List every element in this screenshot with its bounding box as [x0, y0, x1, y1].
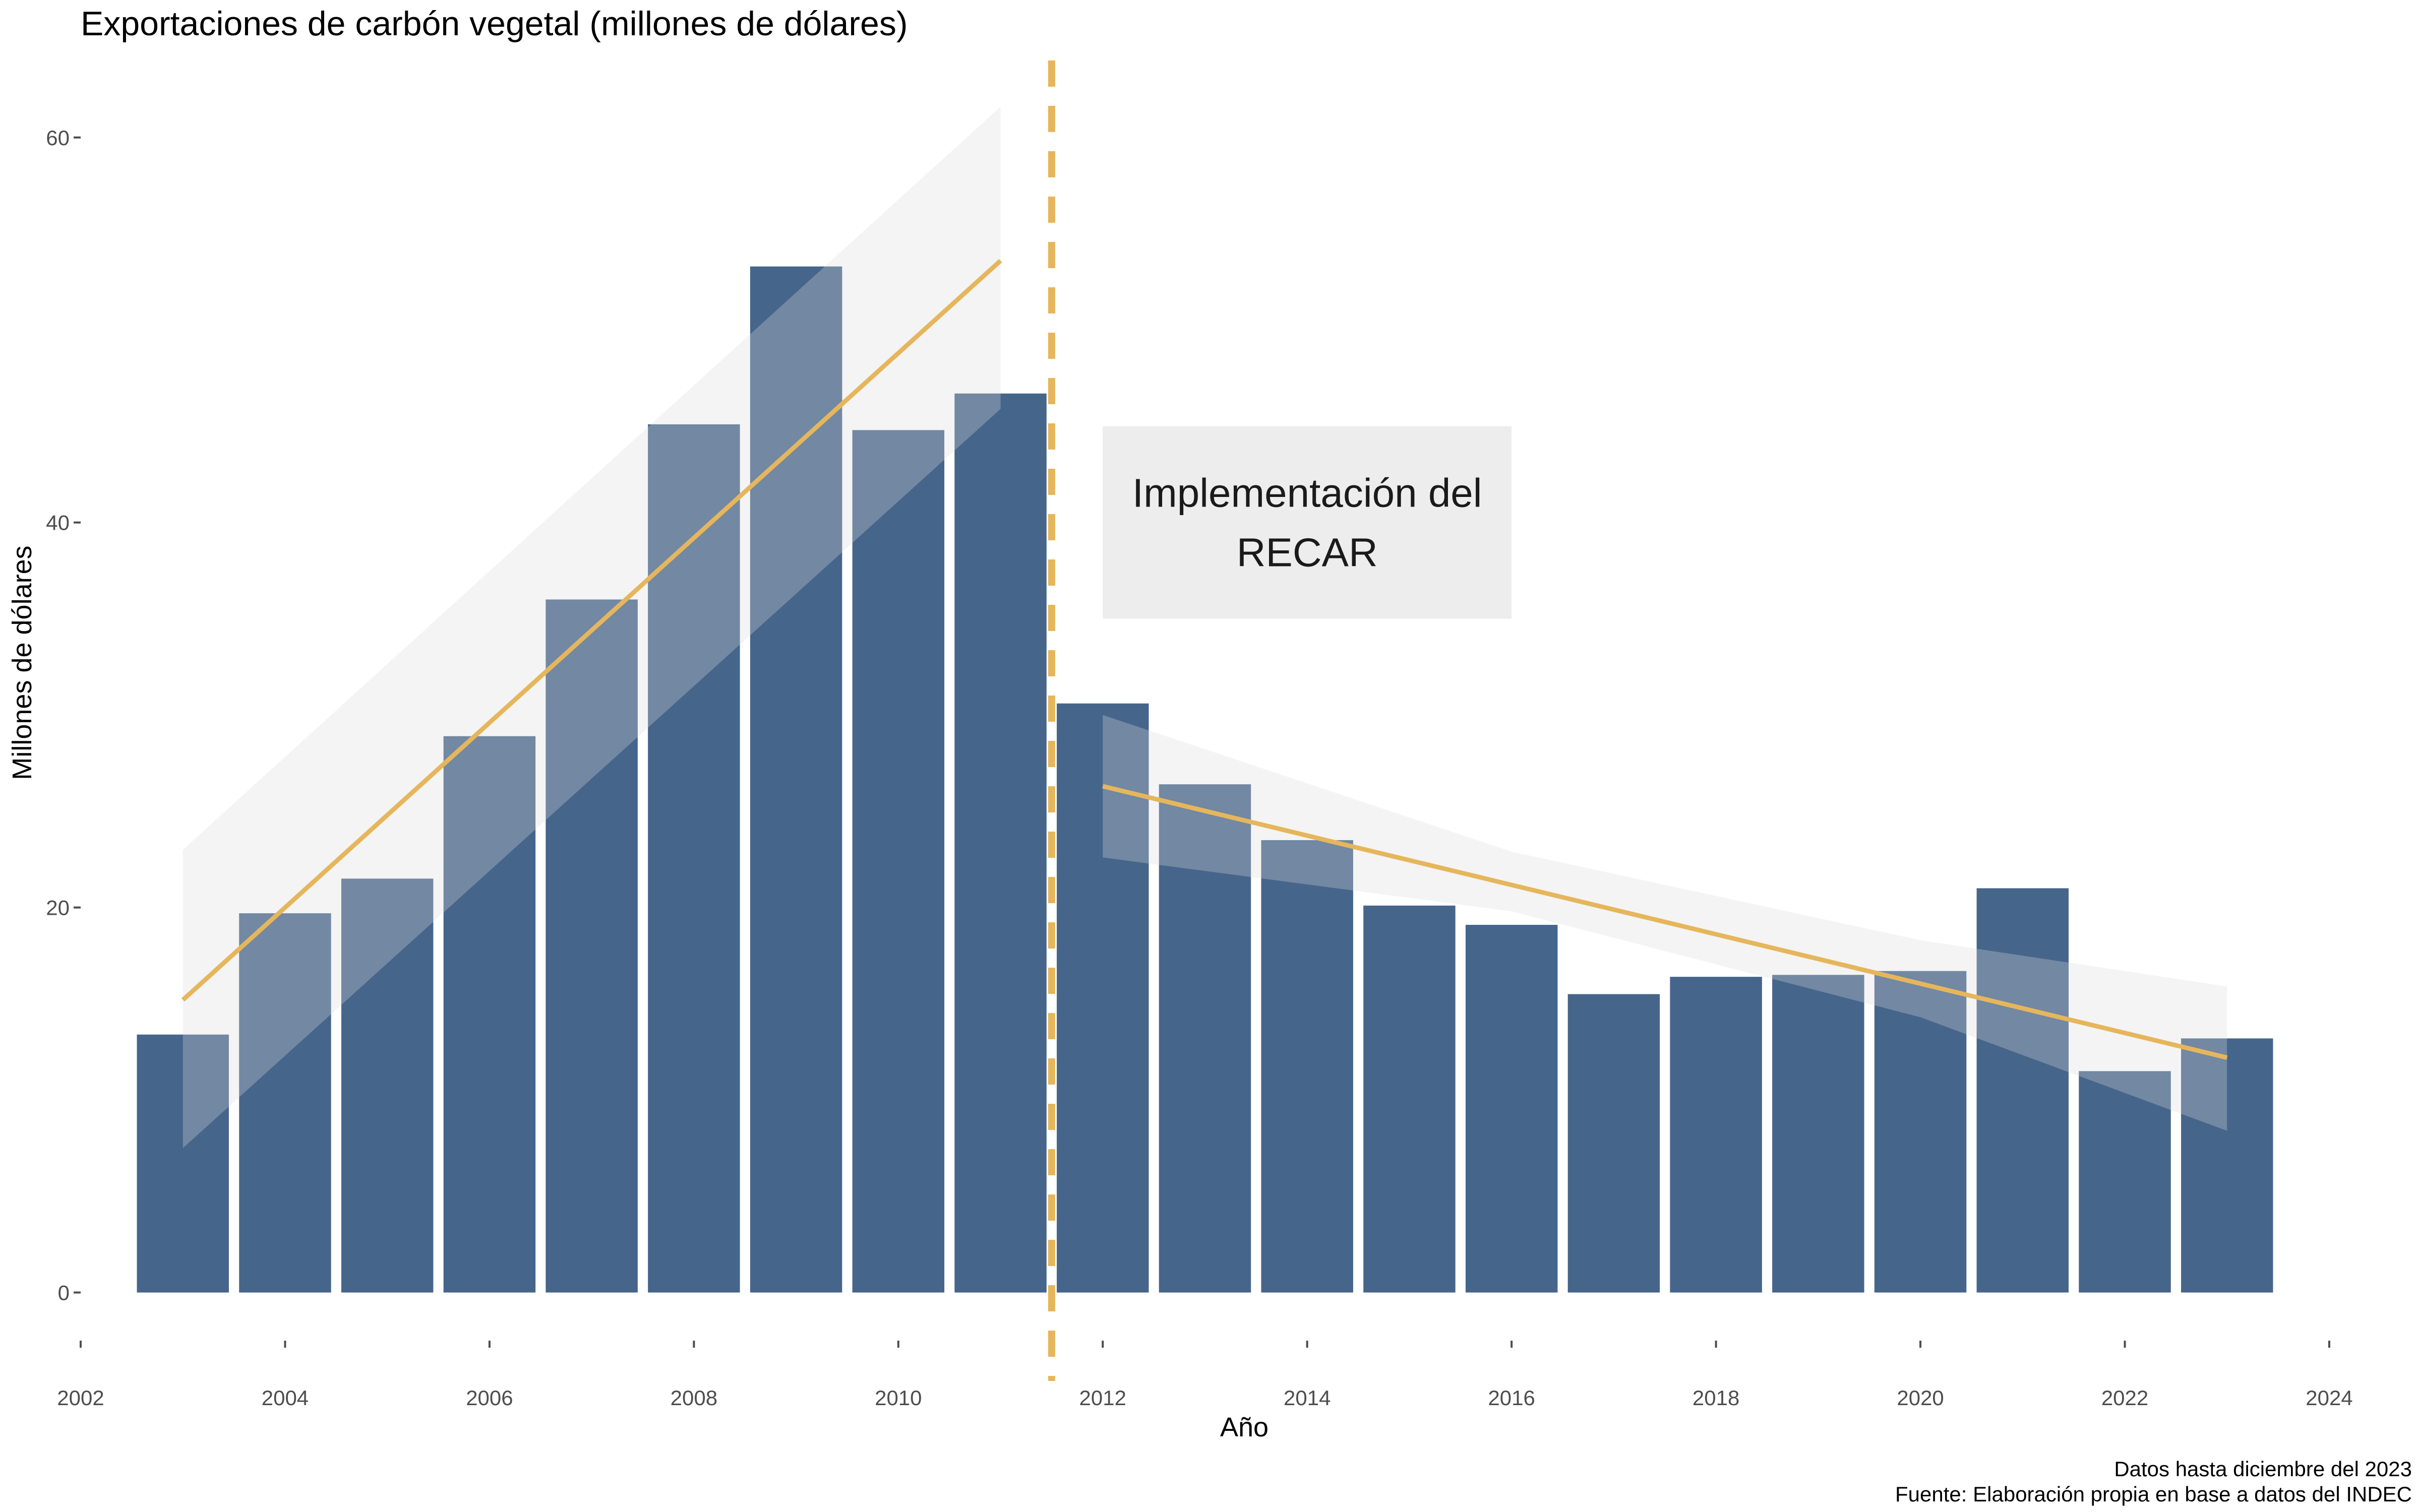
bar-2022: [2079, 1071, 2171, 1293]
bar-2020: [1874, 971, 1967, 1293]
x-axis: 2002 2004 2006 2008 2010 2012 2014 2016 2018 2020…: [57, 1341, 2353, 1410]
bar-2006: [443, 736, 536, 1293]
bar-2011: [954, 393, 1047, 1293]
x-tick-label-2006: 2006: [466, 1386, 513, 1410]
x-tick-label-2010: 2010: [875, 1386, 922, 1410]
bar-2007: [546, 599, 638, 1293]
y-tick-label-0: 0: [58, 1281, 70, 1305]
y-axis-title: Millones de dólares: [7, 545, 37, 780]
y-tick-label-60: 60: [46, 126, 70, 150]
x-tick-label-2004: 2004: [262, 1386, 309, 1410]
y-axis: 0 20 40 60: [46, 126, 81, 1305]
bar-2012: [1057, 703, 1149, 1293]
trend-lines: [181, 106, 2228, 1149]
annotation-line-1: Implementación del: [1132, 471, 1482, 516]
bar-2015: [1363, 905, 1456, 1293]
y-tick-label-40: 40: [46, 511, 70, 535]
bar-2005: [341, 878, 434, 1293]
x-tick-label-2018: 2018: [1692, 1386, 1739, 1410]
x-tick-label-2012: 2012: [1079, 1386, 1126, 1410]
caption-line-1: Datos hasta diciembre del 2023: [2114, 1457, 2412, 1481]
x-tick-label-2008: 2008: [671, 1386, 717, 1410]
x-axis-title: Año: [1220, 1412, 1268, 1442]
bars: [137, 266, 2273, 1293]
bar-2008: [648, 424, 740, 1293]
x-tick-label-2022: 2022: [2101, 1386, 2148, 1410]
trend-line-1: [181, 259, 1002, 1002]
bar-2014: [1261, 840, 1353, 1293]
chart-title: Exportaciones de carbón vegetal (millone…: [81, 5, 908, 43]
bar-2013: [1159, 784, 1251, 1293]
bar-2018: [1670, 977, 1762, 1293]
y-tick-label-20: 20: [46, 896, 70, 920]
bar-2016: [1465, 924, 1558, 1293]
annotation-line-2: RECAR: [1237, 530, 1378, 575]
bar-2023: [2181, 1038, 2273, 1293]
caption: Datos hasta diciembre del 2023 Fuente: E…: [1895, 1457, 2412, 1507]
bar-2004: [239, 913, 331, 1293]
bar-2017: [1567, 994, 1660, 1293]
bar-2003: [137, 1034, 229, 1293]
bar-2009: [750, 266, 842, 1293]
annotation-box: [1103, 426, 1512, 619]
x-tick-label-2020: 2020: [1897, 1386, 1944, 1410]
bar-2019: [1772, 975, 1864, 1293]
x-tick-label-2014: 2014: [1284, 1386, 1330, 1410]
bar-2010: [852, 430, 945, 1293]
caption-line-2: Fuente: Elaboración propia en base a dat…: [1895, 1482, 2412, 1506]
x-tick-label-2002: 2002: [57, 1386, 104, 1410]
bar-2021: [1976, 888, 2069, 1293]
trend-line-2: [1102, 784, 2228, 1060]
annotation: Implementación del RECAR: [1103, 426, 1512, 619]
x-tick-label-2024: 2024: [2306, 1386, 2352, 1410]
x-tick-label-2016: 2016: [1488, 1386, 1535, 1410]
